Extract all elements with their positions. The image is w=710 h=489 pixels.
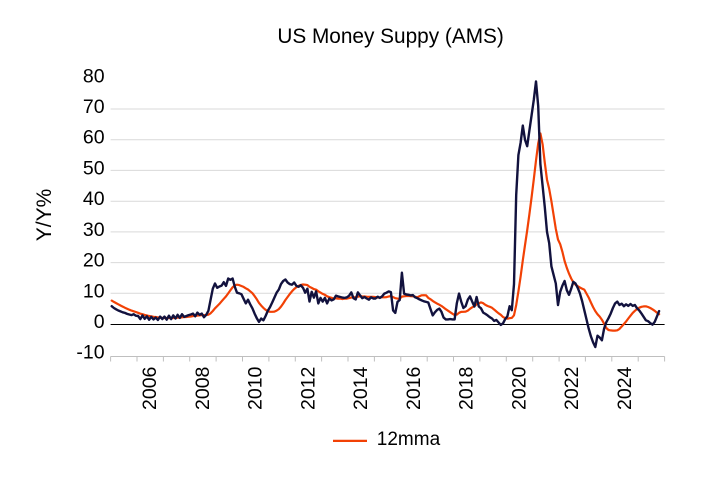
svg-text:50: 50 [83,157,105,179]
svg-text:2008: 2008 [192,367,214,410]
svg-text:2012: 2012 [297,367,319,410]
svg-text:30: 30 [83,219,105,241]
svg-text:2022: 2022 [561,367,583,410]
svg-text:2024: 2024 [614,366,636,410]
svg-text:2010: 2010 [245,366,267,410]
svg-text:US Money Suppy (AMS): US Money Suppy (AMS) [277,25,504,48]
svg-text:20: 20 [83,250,105,272]
svg-text:70: 70 [83,96,105,118]
svg-text:60: 60 [83,127,105,149]
svg-text:10: 10 [83,280,105,302]
svg-text:2016: 2016 [403,367,425,410]
svg-text:2014: 2014 [350,366,372,410]
svg-text:0: 0 [94,311,105,333]
svg-text:80: 80 [83,65,105,87]
svg-text:2018: 2018 [456,367,478,410]
svg-text:40: 40 [83,188,105,210]
svg-text:2006: 2006 [139,367,161,410]
svg-text:Y/Y%: Y/Y% [33,189,56,242]
svg-text:12mma: 12mma [377,429,441,450]
svg-text:-10: -10 [76,342,104,364]
svg-text:2020: 2020 [509,366,531,410]
